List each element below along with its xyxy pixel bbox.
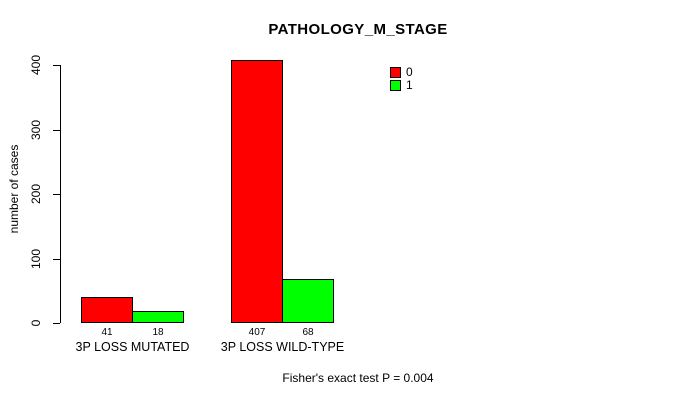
y-axis-tick-label: 200 (29, 183, 43, 205)
bar-value-label: 41 (101, 327, 113, 338)
bar-value-label: 18 (152, 327, 164, 338)
y-axis-tick-label: 0 (29, 319, 43, 327)
bar-0-3p-loss-mutated (81, 297, 133, 323)
legend-item: 1 (390, 79, 413, 91)
legend-swatch (390, 66, 401, 78)
legend-label: 0 (406, 65, 413, 79)
bar-1-3p-loss-mutated (132, 311, 184, 323)
footnote: Fisher's exact test P = 0.004 (282, 371, 434, 385)
chart-title: PATHOLOGY_M_STAGE (268, 21, 448, 38)
y-axis-tick-label: 100 (29, 248, 43, 270)
y-axis-tick (53, 259, 60, 260)
x-category-label: 3P LOSS MUTATED (75, 340, 190, 354)
bar-value-label: 68 (302, 327, 314, 338)
y-axis-line (60, 65, 61, 323)
bar-value-label: 407 (248, 327, 266, 338)
y-axis-tick (53, 194, 60, 195)
y-axis-tick (53, 65, 60, 66)
y-axis-tick-label: 300 (29, 119, 43, 141)
bar-0-3p-loss-wild-type (231, 60, 283, 323)
bar-1-3p-loss-wild-type (282, 279, 334, 323)
legend-label: 1 (406, 78, 413, 92)
y-axis-tick-label: 400 (29, 54, 43, 76)
x-category-label: 3P LOSS WILD-TYPE (220, 340, 345, 354)
legend-swatch (390, 79, 401, 91)
y-axis-tick (53, 323, 60, 324)
legend-item: 0 (390, 66, 413, 78)
y-axis-label: number of cases (7, 144, 21, 234)
y-axis-tick (53, 130, 60, 131)
